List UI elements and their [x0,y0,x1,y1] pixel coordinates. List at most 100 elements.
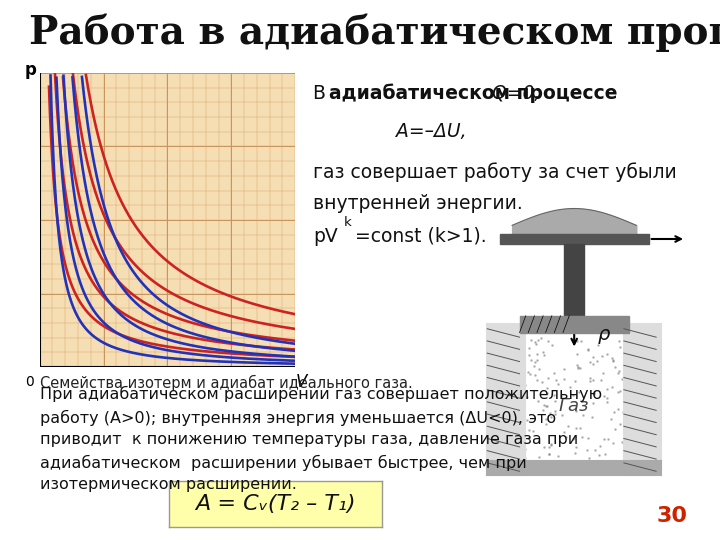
Point [577,410,589,419]
Point [512,444,523,453]
Bar [500,234,649,244]
Bar [487,324,524,476]
Point [523,368,534,376]
Point [540,415,552,423]
Point [572,336,583,345]
Point [567,390,579,399]
Point [537,347,549,356]
Point [523,433,535,442]
Point [552,380,564,388]
Point [601,393,613,402]
Point [549,407,561,416]
Point [548,369,559,377]
Text: 0: 0 [25,375,34,389]
Point [582,346,593,354]
Point [529,371,541,380]
Point [532,335,544,344]
Point [543,449,554,458]
Point [626,402,637,411]
Point [609,362,621,371]
Point [523,344,535,353]
Point [614,387,626,395]
Point [624,363,636,372]
Text: газ совершает работу за счет убыли: газ совершает работу за счет убыли [313,162,677,181]
Point [572,363,584,372]
Point [544,442,555,451]
Point [541,402,553,411]
Point [560,433,572,441]
Point [500,379,512,387]
Point [635,394,647,403]
Point [582,434,594,442]
Point [588,360,599,368]
Text: A = Cᵥ(T₂ – T₁): A = Cᵥ(T₂ – T₁) [195,494,356,514]
Point [548,391,559,400]
Point [503,430,514,439]
Point [519,380,531,389]
Point [536,378,548,387]
Point [602,435,613,443]
Point [570,407,582,415]
Point [503,377,515,386]
Point [577,433,588,441]
Point [590,446,601,454]
Point [525,336,536,345]
Point [513,451,525,460]
Point [527,427,539,436]
Point [513,357,525,366]
Point [516,420,528,429]
Point [608,407,620,416]
Text: адиабатическом процессе: адиабатическом процессе [329,84,618,103]
Point [582,446,593,455]
Point [575,337,587,346]
Text: внутренней энергии.: внутренней энергии. [313,194,523,213]
Point [613,366,624,375]
Point [542,374,554,382]
Point [571,350,582,359]
Text: Q=0;: Q=0; [486,84,541,103]
Point [545,440,557,449]
Point [621,374,633,382]
Point [516,385,528,394]
Point [531,340,542,348]
Point [629,387,641,395]
Point [617,407,629,416]
Point [612,404,624,413]
Point [539,443,550,451]
Point [528,362,540,370]
Point [568,338,580,347]
Point [537,406,549,414]
Point [569,449,580,457]
Point [541,384,553,393]
Point [513,369,524,378]
Point [633,394,644,403]
Point [505,384,517,393]
Point [529,338,541,347]
Point [533,396,544,405]
Point [558,364,570,373]
Text: При адиабатическом расширении газ совершает положительную
работу (A>0); внутренн: При адиабатическом расширении газ соверш… [40,386,602,492]
Point [626,404,637,413]
Point [612,369,624,377]
Point [608,439,619,448]
Point [507,375,518,384]
Point [514,340,526,348]
Point [543,337,554,346]
Point [570,443,582,451]
Point [614,343,626,352]
Point [593,451,605,460]
Text: pV: pV [313,227,338,246]
Text: V: V [296,373,307,391]
Point [540,401,552,410]
Point [531,350,542,359]
Point [498,349,509,357]
Point [588,388,600,397]
Point [558,428,570,437]
Point [601,397,613,406]
Point [598,392,610,401]
Point [517,374,528,383]
Point [622,369,634,378]
Point [572,363,583,372]
Point [531,356,543,364]
Point [626,416,637,424]
